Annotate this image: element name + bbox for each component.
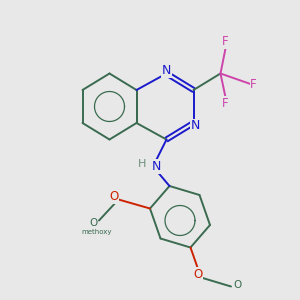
Text: N: N	[162, 64, 171, 77]
Text: O: O	[110, 190, 118, 203]
Text: N: N	[151, 160, 161, 173]
Text: methoxy: methoxy	[81, 229, 112, 235]
Text: H: H	[138, 159, 147, 169]
Text: O: O	[194, 268, 202, 281]
Text: O: O	[233, 280, 241, 290]
Text: F: F	[222, 97, 228, 110]
Text: N: N	[190, 119, 200, 133]
Text: F: F	[222, 35, 228, 49]
Text: F: F	[250, 77, 257, 91]
Text: O: O	[89, 218, 98, 229]
